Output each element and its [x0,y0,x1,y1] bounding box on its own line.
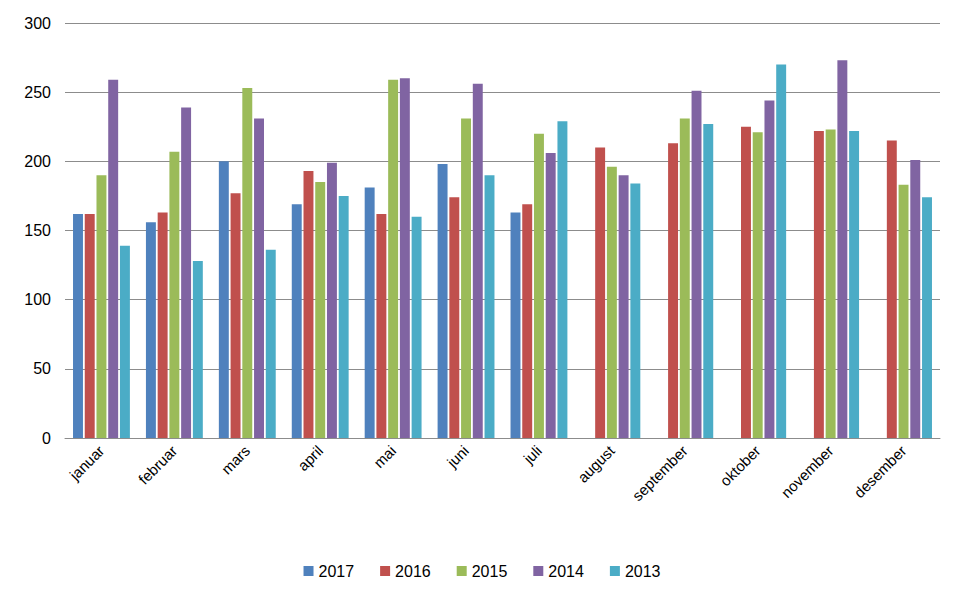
svg-text:april: april [294,442,326,474]
svg-text:mars: mars [218,442,254,478]
svg-text:50: 50 [33,360,51,377]
svg-text:september: september [629,442,691,504]
svg-text:100: 100 [24,291,51,308]
svg-text:juni: juni [443,442,472,471]
svg-text:150: 150 [24,222,51,239]
svg-text:august: august [574,441,618,485]
svg-text:250: 250 [24,84,51,101]
svg-text:0: 0 [42,430,51,447]
svg-text:februar: februar [135,442,181,488]
svg-text:2015: 2015 [472,563,508,580]
svg-text:200: 200 [24,153,51,170]
svg-text:2017: 2017 [319,563,355,580]
svg-text:mai: mai [370,442,399,471]
svg-text:juli: juli [519,442,545,468]
svg-text:2016: 2016 [395,563,431,580]
svg-text:2013: 2013 [625,563,661,580]
svg-text:november: november [777,442,836,501]
svg-text:januar: januar [65,442,107,484]
svg-text:desember: desember [850,442,909,501]
svg-text:oktober: oktober [716,442,763,489]
svg-text:2014: 2014 [548,563,584,580]
svg-text:300: 300 [24,15,51,32]
